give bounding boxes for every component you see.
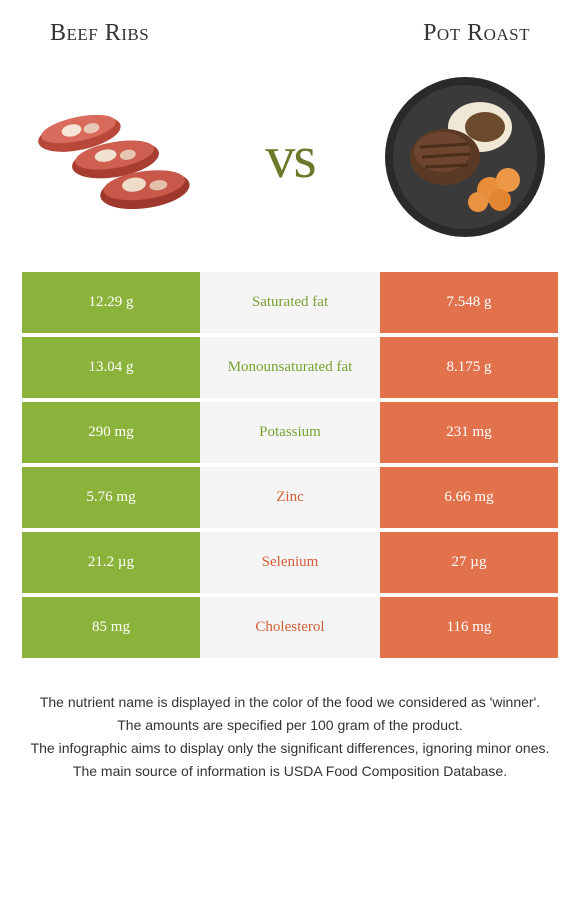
left-value: 5.76 mg (22, 467, 200, 528)
left-value: 21.2 µg (22, 532, 200, 593)
table-row: 5.76 mg Zinc 6.66 mg (22, 467, 558, 528)
nutrient-label: Monounsaturated fat (200, 337, 380, 398)
right-value: 7.548 g (380, 272, 558, 333)
nutrient-table: 12.29 g Saturated fat 7.548 g 13.04 g Mo… (22, 272, 558, 658)
vs-label: vs (265, 123, 314, 192)
table-row: 12.29 g Saturated fat 7.548 g (22, 272, 558, 333)
nutrient-label: Zinc (200, 467, 380, 528)
table-row: 290 mg Potassium 231 mg (22, 402, 558, 463)
nutrient-label: Cholesterol (200, 597, 380, 658)
nutrient-label: Saturated fat (200, 272, 380, 333)
table-row: 13.04 g Monounsaturated fat 8.175 g (22, 337, 558, 398)
left-value: 13.04 g (22, 337, 200, 398)
table-row: 85 mg Cholesterol 116 mg (22, 597, 558, 658)
right-value: 116 mg (380, 597, 558, 658)
images-row: vs (0, 57, 580, 272)
left-value: 12.29 g (22, 272, 200, 333)
left-food-title: Beef Ribs (50, 20, 149, 47)
right-value: 8.175 g (380, 337, 558, 398)
footer-notes: The nutrient name is displayed in the co… (0, 662, 580, 782)
footer-line: The main source of information is USDA F… (20, 761, 560, 782)
footer-line: The nutrient name is displayed in the co… (20, 692, 560, 713)
beef-ribs-image (30, 72, 200, 242)
right-value: 6.66 mg (380, 467, 558, 528)
right-food-title: Pot Roast (423, 20, 530, 47)
pot-roast-image (380, 72, 550, 242)
footer-line: The amounts are specified per 100 gram o… (20, 715, 560, 736)
left-value: 85 mg (22, 597, 200, 658)
table-row: 21.2 µg Selenium 27 µg (22, 532, 558, 593)
nutrient-label: Selenium (200, 532, 380, 593)
right-value: 231 mg (380, 402, 558, 463)
footer-line: The infographic aims to display only the… (20, 738, 560, 759)
right-value: 27 µg (380, 532, 558, 593)
nutrient-label: Potassium (200, 402, 380, 463)
left-value: 290 mg (22, 402, 200, 463)
header: Beef Ribs Pot Roast (0, 0, 580, 57)
